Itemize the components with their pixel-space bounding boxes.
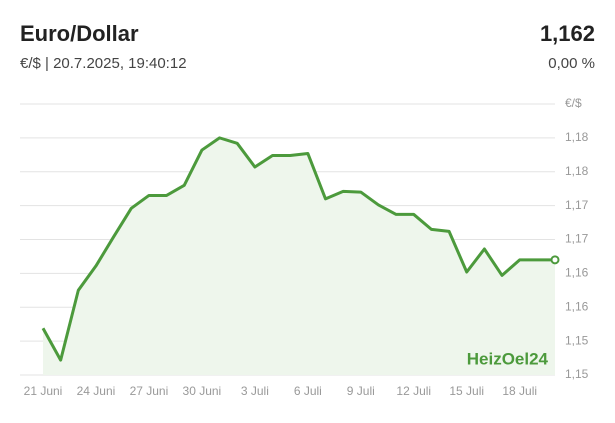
y-tick-label: 1,17 [565, 232, 589, 246]
y-tick-label: €/$ [565, 96, 582, 110]
y-tick-label: 1,18 [565, 130, 589, 144]
watermark: HeizOel24 [467, 349, 549, 368]
area [43, 137, 555, 375]
end-marker [550, 255, 560, 265]
x-tick-label: 18 Juli [502, 384, 537, 398]
x-tick-label: 21 Juni [24, 384, 63, 398]
x-tick-label: 30 Juni [183, 384, 222, 398]
subtitle: €/$ | 20.7.2025, 19:40:12 [20, 55, 187, 72]
y-tick-label: 1,15 [565, 333, 589, 347]
x-tick-label: 27 Juni [130, 384, 169, 398]
change: 0,00 % [548, 55, 595, 72]
title: Euro/Dollar [20, 21, 139, 46]
y-tick-label: 1,15 [565, 367, 589, 381]
y-tick-label: 1,17 [565, 198, 589, 212]
x-tick-label: 12 Juli [396, 384, 431, 398]
x-tick-label: 6 Juli [294, 384, 322, 398]
x-tick-label: 24 Juni [77, 384, 116, 398]
x-tick-label: 15 Juli [449, 384, 484, 398]
current-value: 1,162 [540, 21, 595, 46]
line [41, 136, 555, 362]
x-tick-label: 9 Juli [347, 384, 375, 398]
y-tick-label: 1,16 [565, 299, 589, 313]
y-tick-label: 1,18 [565, 164, 589, 178]
y-tick-label: 1,16 [565, 266, 589, 280]
x-tick-label: 3 Juli [241, 384, 269, 398]
